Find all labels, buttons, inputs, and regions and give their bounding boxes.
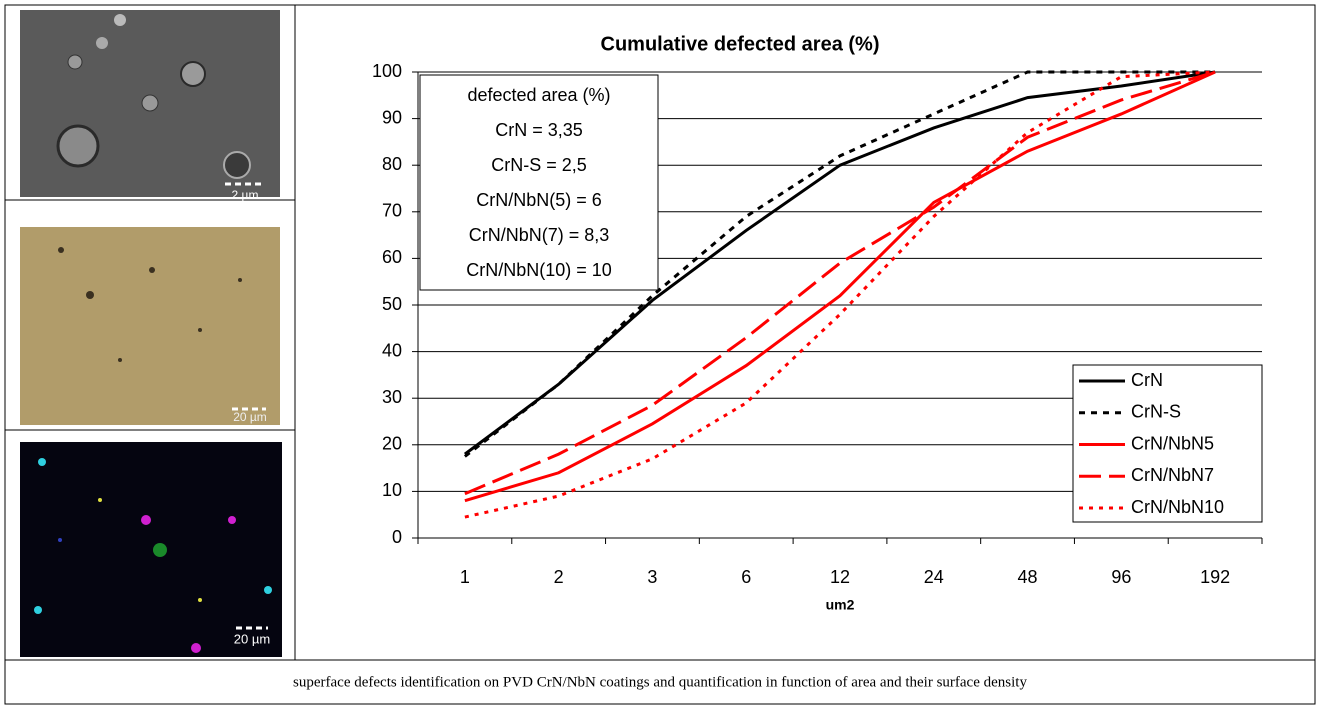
scale-label: 20 µm: [234, 631, 270, 646]
series-line: [464, 70, 1216, 496]
annotation-line: CrN/NbN(10) = 10: [466, 260, 612, 280]
annotation-box: [419, 74, 659, 291]
x-tick-label: 3: [647, 567, 657, 587]
x-tick-label: 24: [924, 567, 944, 587]
caption: superface defects identification on PVD …: [293, 674, 1027, 690]
y-tick-label: 70: [382, 201, 402, 221]
sem-image: [20, 10, 280, 197]
y-tick-label: 20: [382, 434, 402, 454]
legend-label: CrN/NbN10: [1131, 497, 1224, 517]
annotation-line: CrN/NbN(5) = 6: [476, 190, 602, 210]
x-tick-label: 192: [1200, 567, 1230, 587]
scale-label: 2 µm: [232, 188, 259, 202]
x-axis-label: um2: [826, 597, 855, 613]
segmented-image: [20, 442, 282, 657]
chart-title: Cumulative defected area (%): [601, 33, 880, 55]
y-tick-label: 50: [382, 294, 402, 314]
optical-image: [20, 227, 280, 425]
legend-label: CrN: [1131, 370, 1163, 390]
x-tick-label: 2: [554, 567, 564, 587]
series-line: [464, 70, 1216, 503]
annotation-line: CrN = 3,35: [495, 120, 583, 140]
x-tick-label: 48: [1018, 567, 1038, 587]
x-tick-label: 12: [830, 567, 850, 587]
annotation-line: CrN-S = 2,5: [491, 155, 587, 175]
y-tick-label: 40: [382, 340, 402, 360]
y-tick-label: 30: [382, 387, 402, 407]
y-tick-label: 60: [382, 247, 402, 267]
y-tick-label: 80: [382, 154, 402, 174]
x-tick-label: 6: [741, 567, 751, 587]
series-line: [463, 70, 1216, 458]
y-tick-label: 100: [372, 61, 402, 81]
y-tick-label: 10: [382, 480, 402, 500]
y-tick-label: 0: [392, 527, 402, 547]
scale-label: 20 µm: [233, 410, 267, 424]
legend-label: CrN/NbN7: [1131, 465, 1214, 485]
x-tick-label: 1: [460, 567, 470, 587]
table-border: [4, 4, 1316, 705]
annotation-line: CrN/NbN(7) = 8,3: [469, 225, 610, 245]
x-tick-label: 96: [1111, 567, 1131, 587]
annotation-line: defected area (%): [467, 85, 610, 105]
legend-label: CrN-S: [1131, 402, 1181, 422]
y-tick-label: 90: [382, 107, 402, 127]
legend-label: CrN/NbN5: [1131, 433, 1214, 453]
